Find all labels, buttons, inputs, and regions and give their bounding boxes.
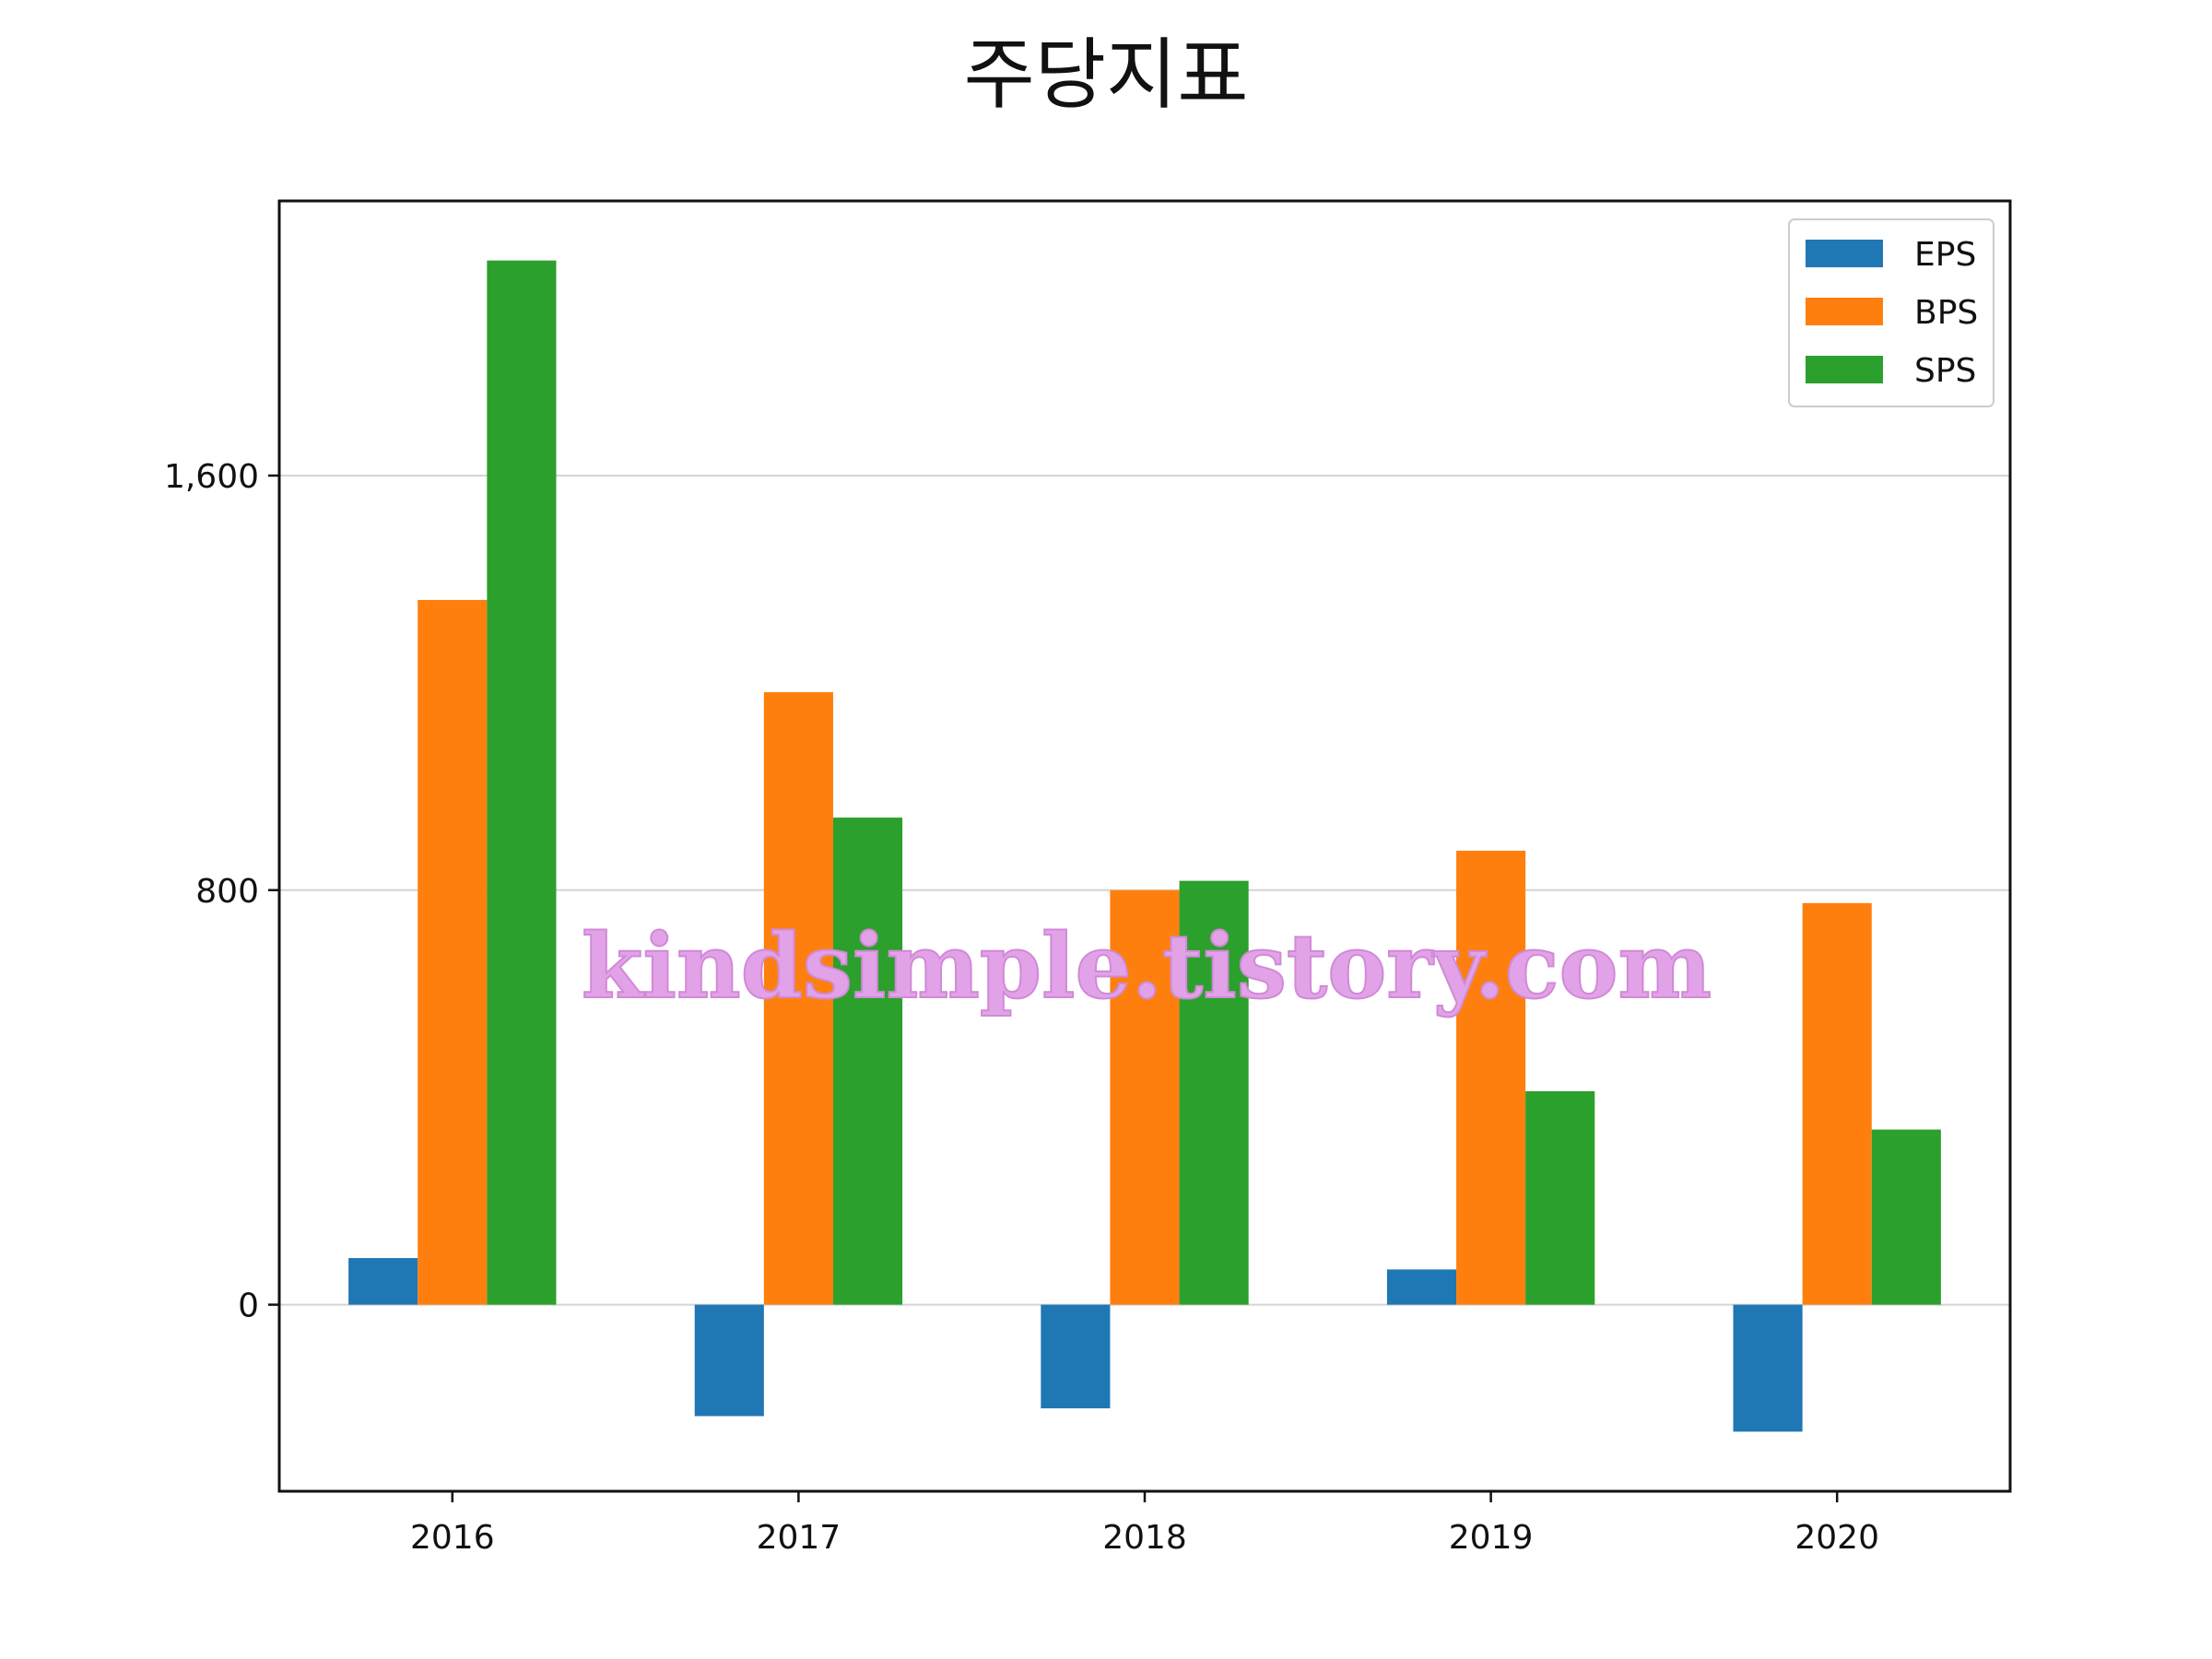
bar-sps-2019 bbox=[1525, 1090, 1595, 1305]
legend-label-eps: EPS bbox=[1914, 236, 1976, 274]
bar-sps-2020 bbox=[1871, 1129, 1941, 1305]
axes: 0 800 1,600 2016 2017 2018 2019 2020 bbox=[164, 199, 2012, 1557]
x-tick-label: 2017 bbox=[757, 1519, 841, 1557]
legend-label-bps: BPS bbox=[1914, 294, 1978, 332]
legend-swatch-sps bbox=[1806, 356, 1883, 383]
bar-sps-2016 bbox=[487, 260, 557, 1305]
bar-bps-2017 bbox=[763, 692, 833, 1305]
bar-sps-2017 bbox=[832, 818, 903, 1305]
x-tick-label: 2019 bbox=[1449, 1519, 1534, 1557]
bar-sps-2018 bbox=[1179, 880, 1249, 1305]
y-tick-label: 800 bbox=[195, 873, 259, 911]
legend-label-sps: SPS bbox=[1914, 352, 1976, 390]
bar-eps-2017 bbox=[694, 1304, 764, 1417]
x-tick-label: 2018 bbox=[1102, 1519, 1187, 1557]
y-tick-label: 0 bbox=[238, 1288, 259, 1325]
watermark-text: kindsimple.tistory.com bbox=[582, 914, 1712, 1018]
bar-bps-2019 bbox=[1456, 851, 1526, 1305]
bar-bps-2020 bbox=[1802, 902, 1872, 1305]
legend: EPS BPS SPS bbox=[1788, 218, 1994, 407]
x-tick-label: 2020 bbox=[1794, 1519, 1879, 1557]
bar-bps-2018 bbox=[1110, 889, 1180, 1305]
bar-eps-2018 bbox=[1041, 1304, 1111, 1409]
legend-swatch-bps bbox=[1806, 298, 1883, 325]
chart-title: 주당지표 bbox=[963, 29, 1249, 120]
bar-eps-2019 bbox=[1386, 1269, 1457, 1305]
bar-eps-2016 bbox=[348, 1257, 418, 1305]
bar-eps-2020 bbox=[1733, 1304, 1803, 1432]
bar-bps-2016 bbox=[418, 599, 488, 1305]
bars bbox=[348, 260, 1941, 1432]
x-tick-label: 2016 bbox=[410, 1519, 495, 1557]
y-tick-label: 1,600 bbox=[164, 458, 259, 496]
legend-swatch-eps bbox=[1806, 240, 1883, 267]
